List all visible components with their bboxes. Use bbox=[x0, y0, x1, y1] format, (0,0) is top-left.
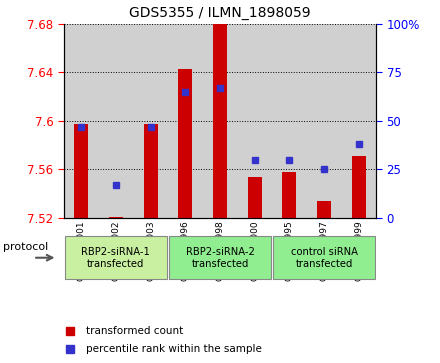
Bar bbox=[99, 24, 133, 218]
Bar bbox=[272, 24, 307, 218]
FancyBboxPatch shape bbox=[273, 236, 375, 280]
FancyBboxPatch shape bbox=[65, 236, 167, 280]
Bar bbox=[282, 172, 297, 218]
Bar bbox=[143, 125, 158, 218]
Bar bbox=[168, 24, 203, 218]
Bar bbox=[248, 176, 262, 218]
Bar bbox=[307, 24, 341, 218]
Bar bbox=[341, 24, 376, 218]
Text: RBP2-siRNA-2
transfected: RBP2-siRNA-2 transfected bbox=[186, 247, 254, 269]
Bar bbox=[213, 21, 227, 218]
Bar bbox=[178, 69, 192, 218]
Text: control siRNA
transfected: control siRNA transfected bbox=[291, 247, 358, 269]
Bar bbox=[64, 24, 99, 218]
Bar bbox=[109, 217, 123, 218]
Bar bbox=[237, 24, 272, 218]
Bar bbox=[74, 125, 88, 218]
Bar bbox=[352, 156, 366, 218]
Text: percentile rank within the sample: percentile rank within the sample bbox=[86, 344, 261, 354]
FancyBboxPatch shape bbox=[169, 236, 271, 280]
Bar bbox=[203, 24, 237, 218]
Bar bbox=[317, 201, 331, 218]
Text: RBP2-siRNA-1
transfected: RBP2-siRNA-1 transfected bbox=[81, 247, 150, 269]
Text: protocol: protocol bbox=[3, 242, 48, 252]
Bar bbox=[133, 24, 168, 218]
Text: transformed count: transformed count bbox=[86, 326, 183, 336]
Title: GDS5355 / ILMN_1898059: GDS5355 / ILMN_1898059 bbox=[129, 6, 311, 20]
